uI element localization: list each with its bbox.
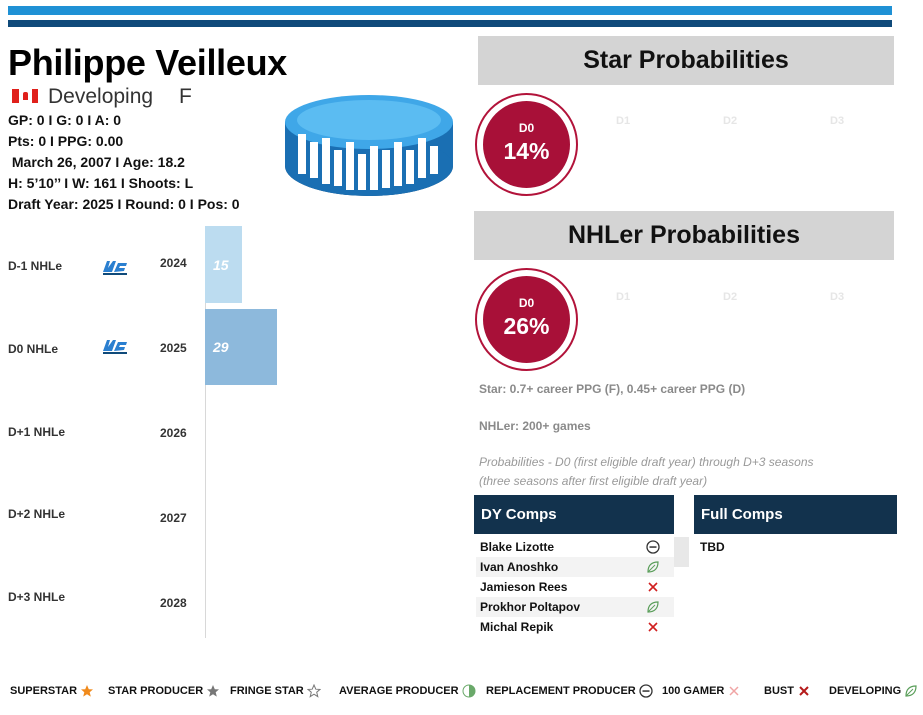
player-name: Philippe Veilleux bbox=[8, 42, 287, 84]
season-label-d0: D0 NHLe bbox=[8, 342, 58, 356]
season-label-d3: D+3 NHLe bbox=[8, 590, 65, 604]
legend-bust-label: BUST bbox=[764, 685, 794, 697]
star-d0-value: 14% bbox=[483, 138, 570, 165]
outline-star-icon bbox=[307, 684, 321, 698]
top-dark-bar bbox=[8, 20, 892, 27]
star-d3-label: D3 bbox=[830, 115, 844, 127]
comp-name: Blake Lizotte bbox=[480, 540, 554, 554]
canada-flag-icon bbox=[12, 89, 38, 103]
stats-draft: Draft Year: 2025 I Round: 0 I Pos: 0 bbox=[8, 196, 240, 212]
legend-fringe-star-label: FRINGE STAR bbox=[230, 685, 304, 697]
full-comps-value: TBD bbox=[700, 540, 725, 554]
star-definition-note: Star: 0.7+ career PPG (F), 0.45+ career … bbox=[479, 382, 745, 396]
comp-name: Jamieson Rees bbox=[480, 580, 567, 594]
nhler-d0-value: 26% bbox=[483, 313, 570, 340]
star-probabilities-header: Star Probabilities bbox=[478, 36, 894, 85]
comp-name: Ivan Anoshko bbox=[480, 560, 558, 574]
nhler-d2-label: D2 bbox=[723, 291, 737, 303]
list-item[interactable]: Ivan Anoshko bbox=[476, 557, 674, 577]
legend-replacement-producer-label: REPLACEMENT PRODUCER bbox=[486, 685, 636, 697]
list-item[interactable]: Michal Repik bbox=[476, 617, 674, 637]
nhler-d1-label: D1 bbox=[616, 291, 630, 303]
legend-100-gamer-label: 100 GAMER bbox=[662, 685, 724, 697]
nhler-probabilities-header: NHLer Probabilities bbox=[474, 211, 894, 260]
minus-circle-icon bbox=[639, 684, 653, 698]
red-x-icon bbox=[797, 684, 811, 698]
half-circle-icon bbox=[462, 684, 476, 698]
legend-replacement-producer: REPLACEMENT PRODUCER bbox=[486, 684, 653, 698]
orange-star-icon bbox=[80, 684, 94, 698]
list-item[interactable]: Blake Lizotte bbox=[476, 537, 674, 557]
season-year-2027: 2027 bbox=[160, 511, 187, 525]
star-d0-label: D0 bbox=[483, 121, 570, 135]
stats-measurements: H: 5’10’’ I W: 161 I Shoots: L bbox=[8, 175, 193, 191]
nhle-value-d0: 29 bbox=[213, 339, 229, 355]
puck-logo-icon bbox=[284, 94, 454, 198]
stats-games: GP: 0 I G: 0 I A: 0 bbox=[8, 112, 121, 128]
legend-average-producer: AVERAGE PRODUCER bbox=[339, 684, 476, 698]
nhle-bar-d0: 29 bbox=[205, 309, 277, 385]
player-status: Developing bbox=[48, 85, 153, 109]
legend-superstar-label: SUPERSTAR bbox=[10, 685, 77, 697]
legend-average-producer-label: AVERAGE PRODUCER bbox=[339, 685, 459, 697]
legend-bust: BUST bbox=[764, 684, 811, 698]
developing-leaf-icon bbox=[646, 560, 660, 574]
nhler-definition-note: NHLer: 200+ games bbox=[479, 419, 591, 433]
legend: SUPERSTAR STAR PRODUCER FRINGE STAR AVER… bbox=[0, 684, 923, 704]
comp-name: Prokhor Poltapov bbox=[480, 600, 580, 614]
full-comps-header: Full Comps bbox=[694, 495, 897, 534]
nhler-probability-d0: D0 26% bbox=[475, 268, 578, 371]
top-accent-bar bbox=[8, 6, 892, 15]
legend-star-producer: STAR PRODUCER bbox=[108, 684, 220, 698]
list-item[interactable]: Jamieson Rees bbox=[476, 577, 674, 597]
star-d2-label: D2 bbox=[723, 115, 737, 127]
qmjhl-logo-icon bbox=[101, 258, 129, 276]
probabilities-note-line1: Probabilities - D0 (first eligible draft… bbox=[479, 453, 899, 472]
probabilities-note-line2: (three seasons after first eligible draf… bbox=[479, 472, 899, 491]
nhler-d0-label: D0 bbox=[483, 296, 570, 310]
dy-comps-list[interactable]: Blake Lizotte Ivan Anoshko Jamieson Rees… bbox=[476, 537, 674, 637]
developing-leaf-icon bbox=[646, 600, 660, 614]
season-year-2026: 2026 bbox=[160, 426, 187, 440]
season-year-2024: 2024 bbox=[160, 256, 187, 270]
season-year-2025: 2025 bbox=[160, 341, 187, 355]
star-probability-d0: D0 14% bbox=[475, 93, 578, 196]
dy-comps-header: DY Comps bbox=[474, 495, 674, 534]
player-position: F bbox=[179, 85, 192, 109]
season-label-d-1: D-1 NHLe bbox=[8, 259, 62, 273]
legend-star-producer-label: STAR PRODUCER bbox=[108, 685, 203, 697]
nhler-d3-label: D3 bbox=[830, 291, 844, 303]
season-label-d2: D+2 NHLe bbox=[8, 507, 65, 521]
dy-comps-scrollbar[interactable] bbox=[674, 537, 689, 567]
legend-fringe-star: FRINGE STAR bbox=[230, 684, 321, 698]
legend-100-gamer: 100 GAMER bbox=[662, 684, 741, 698]
list-item[interactable]: Prokhor Poltapov bbox=[476, 597, 674, 617]
season-year-2028: 2028 bbox=[160, 596, 187, 610]
comp-name: Michal Repik bbox=[480, 620, 553, 634]
leaf-icon bbox=[904, 684, 918, 698]
light-x-icon bbox=[727, 684, 741, 698]
stats-birth-age: March 26, 2007 I Age: 18.2 bbox=[8, 154, 185, 170]
replacement-producer-icon bbox=[646, 540, 660, 554]
legend-developing: DEVELOPING bbox=[829, 684, 918, 698]
stats-points: Pts: 0 I PPG: 0.00 bbox=[8, 133, 123, 149]
gray-star-icon bbox=[206, 684, 220, 698]
bust-x-icon bbox=[646, 580, 660, 594]
season-label-d1: D+1 NHLe bbox=[8, 425, 65, 439]
legend-superstar: SUPERSTAR bbox=[10, 684, 94, 698]
legend-developing-label: DEVELOPING bbox=[829, 685, 901, 697]
nhle-bar-d-1: 15 bbox=[205, 226, 242, 303]
bust-x-icon bbox=[646, 620, 660, 634]
star-d1-label: D1 bbox=[616, 115, 630, 127]
nhle-value-d-1: 15 bbox=[213, 257, 229, 273]
qmjhl-logo-icon bbox=[101, 337, 129, 355]
